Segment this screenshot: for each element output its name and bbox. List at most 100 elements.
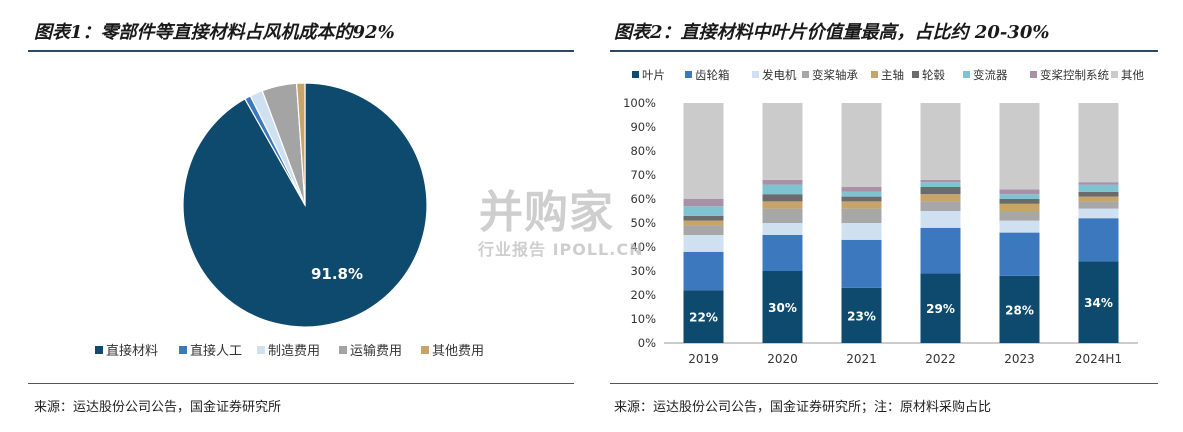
y-tick-label: 100% <box>623 96 656 110</box>
bar-segment-2 <box>842 240 882 288</box>
x-tick-label: 2024H1 <box>1075 352 1122 366</box>
bar-segment-7 <box>763 185 803 195</box>
legend-label: 其他费用 <box>432 344 484 359</box>
bar-legend-item: 变流器 <box>963 68 1008 82</box>
bar-segment-8 <box>842 187 882 192</box>
bar-data-label: 22% <box>689 311 718 325</box>
bar-segment-2 <box>1079 218 1119 261</box>
bar-segment-9 <box>921 103 961 180</box>
chart2-title: 图表2：直接材料中叶片价值量最高，占比约 20-30% <box>614 18 1049 44</box>
title-rule-right <box>610 50 1158 52</box>
chart1-title: 图表1：零部件等直接材料占风机成本的92% <box>34 18 395 44</box>
bar-segment-8 <box>1000 189 1040 194</box>
bar-data-label: 28% <box>1005 303 1034 317</box>
bar-segment-5 <box>921 194 961 201</box>
legend-swatch <box>257 346 265 354</box>
y-tick-label: 0% <box>638 336 656 350</box>
bar-segment-6 <box>921 187 961 194</box>
legend-swatch <box>912 71 919 78</box>
bar-segment-4 <box>842 209 882 223</box>
bar-data-label: 29% <box>926 302 955 316</box>
legend-swatch <box>95 346 103 354</box>
bar-segment-3 <box>842 223 882 240</box>
pie-legend-item: 直接材料 <box>95 343 158 359</box>
bar-segment-7 <box>1000 194 1040 199</box>
bar-segment-3 <box>1079 209 1119 219</box>
bar-segment-8 <box>684 199 724 206</box>
legend-label: 变桨控制系统 <box>1040 68 1109 82</box>
bar-segment-9 <box>763 103 803 180</box>
legend-swatch <box>871 71 878 78</box>
bar-segment-2 <box>763 235 803 271</box>
legend-label: 叶片 <box>642 68 665 82</box>
pie-legend-item: 运输费用 <box>339 343 402 359</box>
legend-swatch <box>179 346 187 354</box>
pie-legend-item: 直接人工 <box>179 343 242 359</box>
legend-swatch <box>752 71 759 78</box>
bar-segment-2 <box>1000 233 1040 276</box>
bar-segment-2 <box>684 252 724 290</box>
bar-segment-9 <box>842 103 882 187</box>
bar-segment-4 <box>684 225 724 235</box>
y-tick-label: 80% <box>630 144 656 158</box>
bar-segment-4 <box>763 209 803 223</box>
source-rule-left <box>28 383 574 384</box>
legend-label: 主轴 <box>881 68 904 82</box>
bar-segment-7 <box>921 182 961 187</box>
bar-legend-item: 发电机 <box>752 68 797 82</box>
bar-segment-6 <box>842 197 882 202</box>
chart1-source: 来源：运达股份公司公告，国金证券研究所 <box>34 396 281 415</box>
x-tick-label: 2022 <box>925 352 956 366</box>
title-rule-left <box>28 50 574 52</box>
legend-swatch <box>1111 71 1118 78</box>
bar-segment-9 <box>1000 103 1040 189</box>
stacked-bar-chart: 0% 10% 20% 30% 40% 50% 60% 70% 80% 90% 100% 22% 2019… <box>605 55 1175 375</box>
legend-label: 变桨轴承 <box>812 68 858 82</box>
bar-segment-4 <box>1079 201 1119 208</box>
bar-segment-9 <box>684 103 724 199</box>
bar-segment-6 <box>1079 192 1119 197</box>
bar-segment-8 <box>921 180 961 182</box>
y-tick-label: 20% <box>630 288 656 302</box>
bar-legend-item: 叶片 <box>632 68 665 82</box>
bar-segment-6 <box>1000 199 1040 204</box>
pie-legend-item: 制造费用 <box>257 344 320 359</box>
bar-segment-4 <box>921 201 961 211</box>
legend-swatch <box>339 346 347 354</box>
legend-label: 制造费用 <box>268 344 320 359</box>
bar-segment-5 <box>763 201 803 208</box>
bar-segment-2 <box>921 228 961 274</box>
bar-segment-9 <box>1079 103 1119 182</box>
legend-label: 轮毂 <box>922 68 945 82</box>
legend-label: 齿轮箱 <box>695 68 730 82</box>
legend-swatch <box>421 346 429 354</box>
x-tick-label: 2023 <box>1004 352 1035 366</box>
y-tick-label: 90% <box>630 120 656 134</box>
watermark-sub: 行业报告 IPOLL.CN <box>478 236 643 260</box>
bar-data-label: 30% <box>768 301 797 315</box>
x-tick-label: 2019 <box>688 352 719 366</box>
bar-segment-5 <box>684 221 724 226</box>
pie-legend-item: 其他费用 <box>421 344 484 359</box>
y-tick-label: 30% <box>630 264 656 278</box>
bar-segment-6 <box>684 216 724 221</box>
bar-segment-7 <box>684 206 724 216</box>
legend-label: 直接材料 <box>106 343 158 359</box>
y-tick-label: 10% <box>630 312 656 326</box>
bar-legend-item: 其他 <box>1111 68 1144 82</box>
legend-swatch <box>963 71 970 78</box>
watermark-main: 并购家 <box>478 176 643 240</box>
bar-legend-item: 变桨控制系统 <box>1030 68 1109 82</box>
legend-label: 发电机 <box>762 68 797 82</box>
x-tick-label: 2020 <box>767 352 798 366</box>
bar-segment-3 <box>763 223 803 235</box>
legend-swatch <box>632 71 639 78</box>
bar-legend-item: 主轴 <box>871 68 904 82</box>
bar-segment-7 <box>842 192 882 197</box>
legend-label: 运输费用 <box>350 343 402 359</box>
legend-swatch <box>1030 71 1037 78</box>
bar-legend-item: 齿轮箱 <box>685 68 730 82</box>
bar-data-label: 34% <box>1084 296 1113 310</box>
bar-segment-7 <box>1079 185 1119 192</box>
legend-label: 其他 <box>1121 68 1144 82</box>
